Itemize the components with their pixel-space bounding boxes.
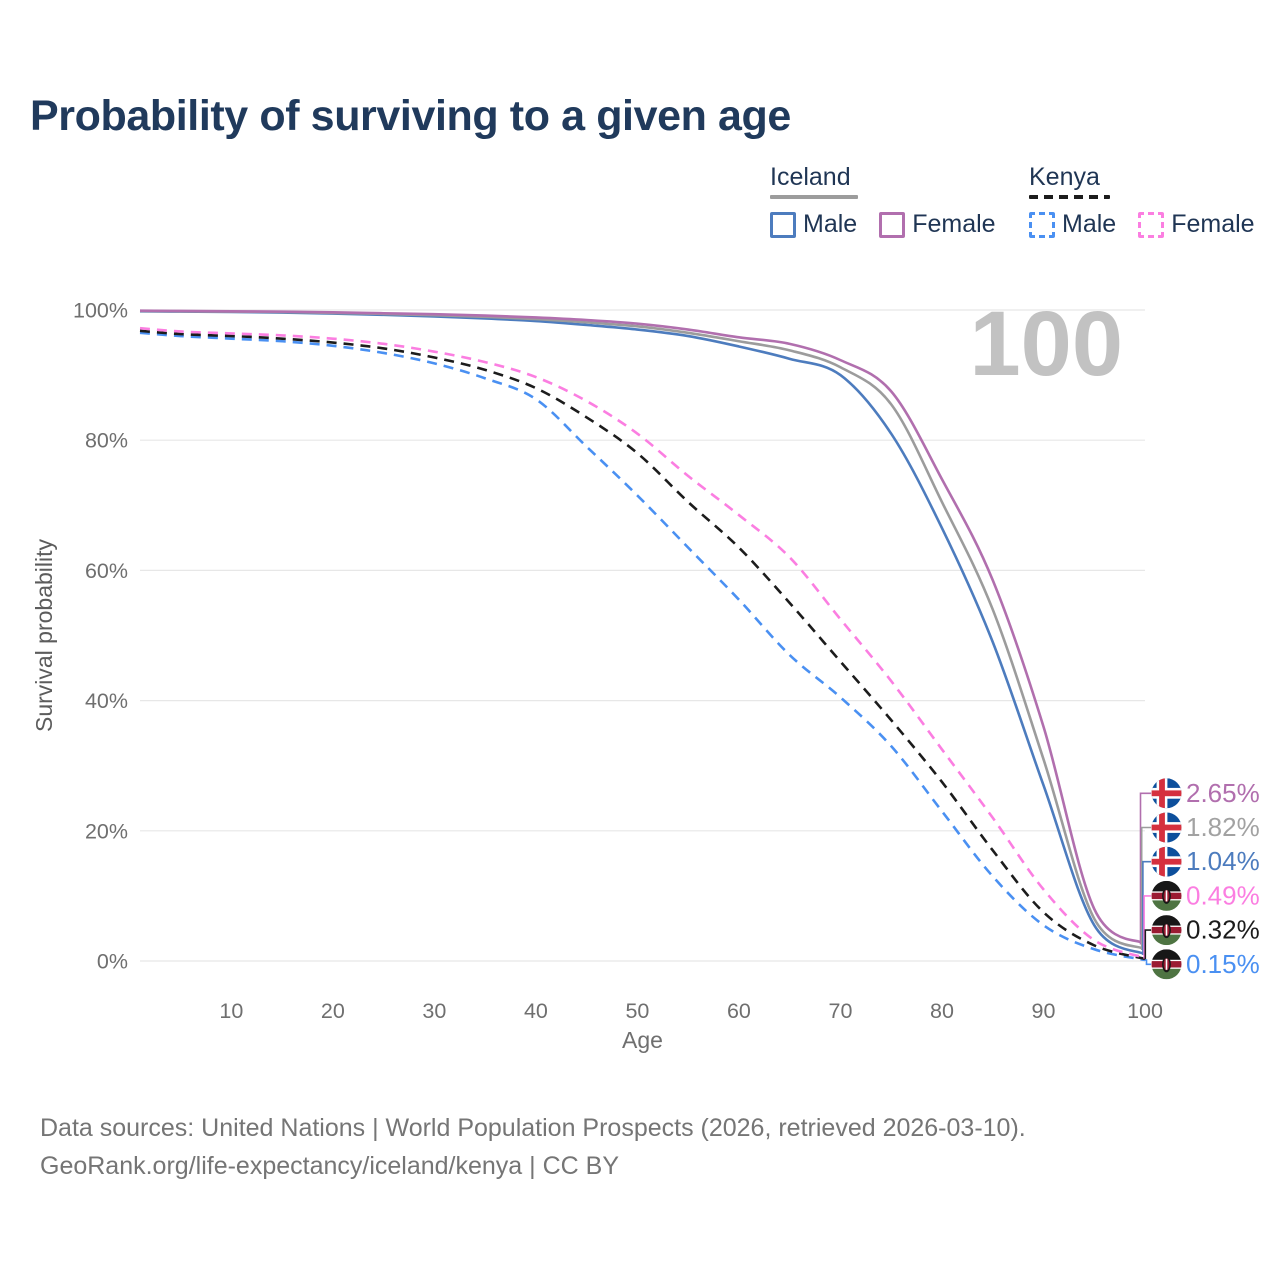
end-label-kenya-female: 0.49% [1186, 880, 1260, 910]
flag-kenya-icon [1151, 949, 1182, 980]
end-label-kenya-both-sexes: 0.32% [1186, 915, 1260, 945]
kenya-line-style-sample [1029, 195, 1110, 199]
kenya-male-swatch [1029, 211, 1055, 238]
end-label-iceland-female: 2.65% [1186, 778, 1260, 808]
legend-label-kenya-female: Female [1171, 210, 1255, 238]
iceland-female-swatch [879, 211, 906, 238]
legend-group-kenya: Kenya Male Female [1029, 162, 1255, 239]
y-tick-label-0: 0% [97, 950, 128, 974]
y-tick-label-60: 60% [85, 559, 128, 583]
x-tick-label-30: 30 [422, 999, 446, 1023]
x-axis-title: Age [622, 1027, 663, 1053]
legend-item-iceland-male[interactable]: Male [770, 210, 857, 239]
end-label-iceland-both-sexes: 1.82% [1186, 812, 1260, 842]
footer: Data sources: United Nations | World Pop… [40, 1109, 1026, 1185]
x-tick-label-70: 70 [828, 999, 852, 1023]
y-tick-label-40: 40% [85, 689, 128, 713]
legend-item-kenya-male[interactable]: Male [1029, 210, 1116, 239]
flag-kenya-icon [1151, 915, 1182, 946]
legend-label-iceland-female: Female [912, 210, 996, 238]
legend-title-kenya: Kenya [1029, 163, 1100, 191]
legend-item-kenya-female[interactable]: Female [1138, 210, 1255, 239]
plot-area[interactable] [140, 310, 1145, 961]
iceland-line-style-sample [770, 195, 858, 199]
x-tick-label-60: 60 [727, 999, 751, 1023]
footer-source-line: Data sources: United Nations | World Pop… [40, 1114, 1026, 1142]
x-tick-label-100: 100 [1127, 999, 1163, 1023]
y-tick-label-80: 80% [85, 429, 128, 453]
curve-kenya-male [139, 331, 1146, 962]
y-tick-label-20: 20% [85, 819, 128, 843]
page-title: Probability of surviving to a given age [30, 92, 791, 140]
flag-kenya-icon [1151, 880, 1182, 911]
x-tick-label-10: 10 [219, 999, 243, 1023]
legend-title-iceland: Iceland [770, 163, 851, 191]
curve-kenya-female [139, 326, 1146, 960]
legend-group-iceland: Iceland Male Female [770, 162, 996, 239]
legend-item-iceland-female[interactable]: Female [879, 210, 996, 239]
legend-label-iceland-male: Male [803, 210, 858, 238]
leader-kenya-both-sexes [1144, 929, 1151, 960]
end-label-iceland-male: 1.04% [1186, 846, 1260, 876]
x-tick-label-20: 20 [321, 999, 345, 1023]
flag-iceland-icon [1151, 778, 1182, 809]
footer-url-line: GeoRank.org/life-expectancy/iceland/keny… [40, 1152, 620, 1180]
y-axis-title: Survival probability [31, 538, 57, 732]
hover-age-watermark: 100 [970, 293, 1124, 395]
legend-label-kenya-male: Male [1062, 210, 1117, 238]
x-tick-label-50: 50 [625, 999, 649, 1023]
y-tick-label-100: 100% [73, 299, 128, 323]
x-tick-label-90: 90 [1032, 999, 1056, 1023]
iceland-male-swatch [770, 211, 796, 238]
end-label-kenya-male: 0.15% [1186, 949, 1260, 979]
curve-iceland-female [139, 309, 1146, 945]
x-tick-label-40: 40 [524, 999, 548, 1023]
flag-iceland-icon [1151, 812, 1182, 843]
flag-iceland-icon [1151, 846, 1182, 877]
curve-kenya-both-sexes [139, 329, 1146, 961]
x-tick-label-80: 80 [930, 999, 954, 1023]
kenya-female-swatch [1138, 211, 1165, 238]
leader-kenya-male [1145, 959, 1151, 966]
